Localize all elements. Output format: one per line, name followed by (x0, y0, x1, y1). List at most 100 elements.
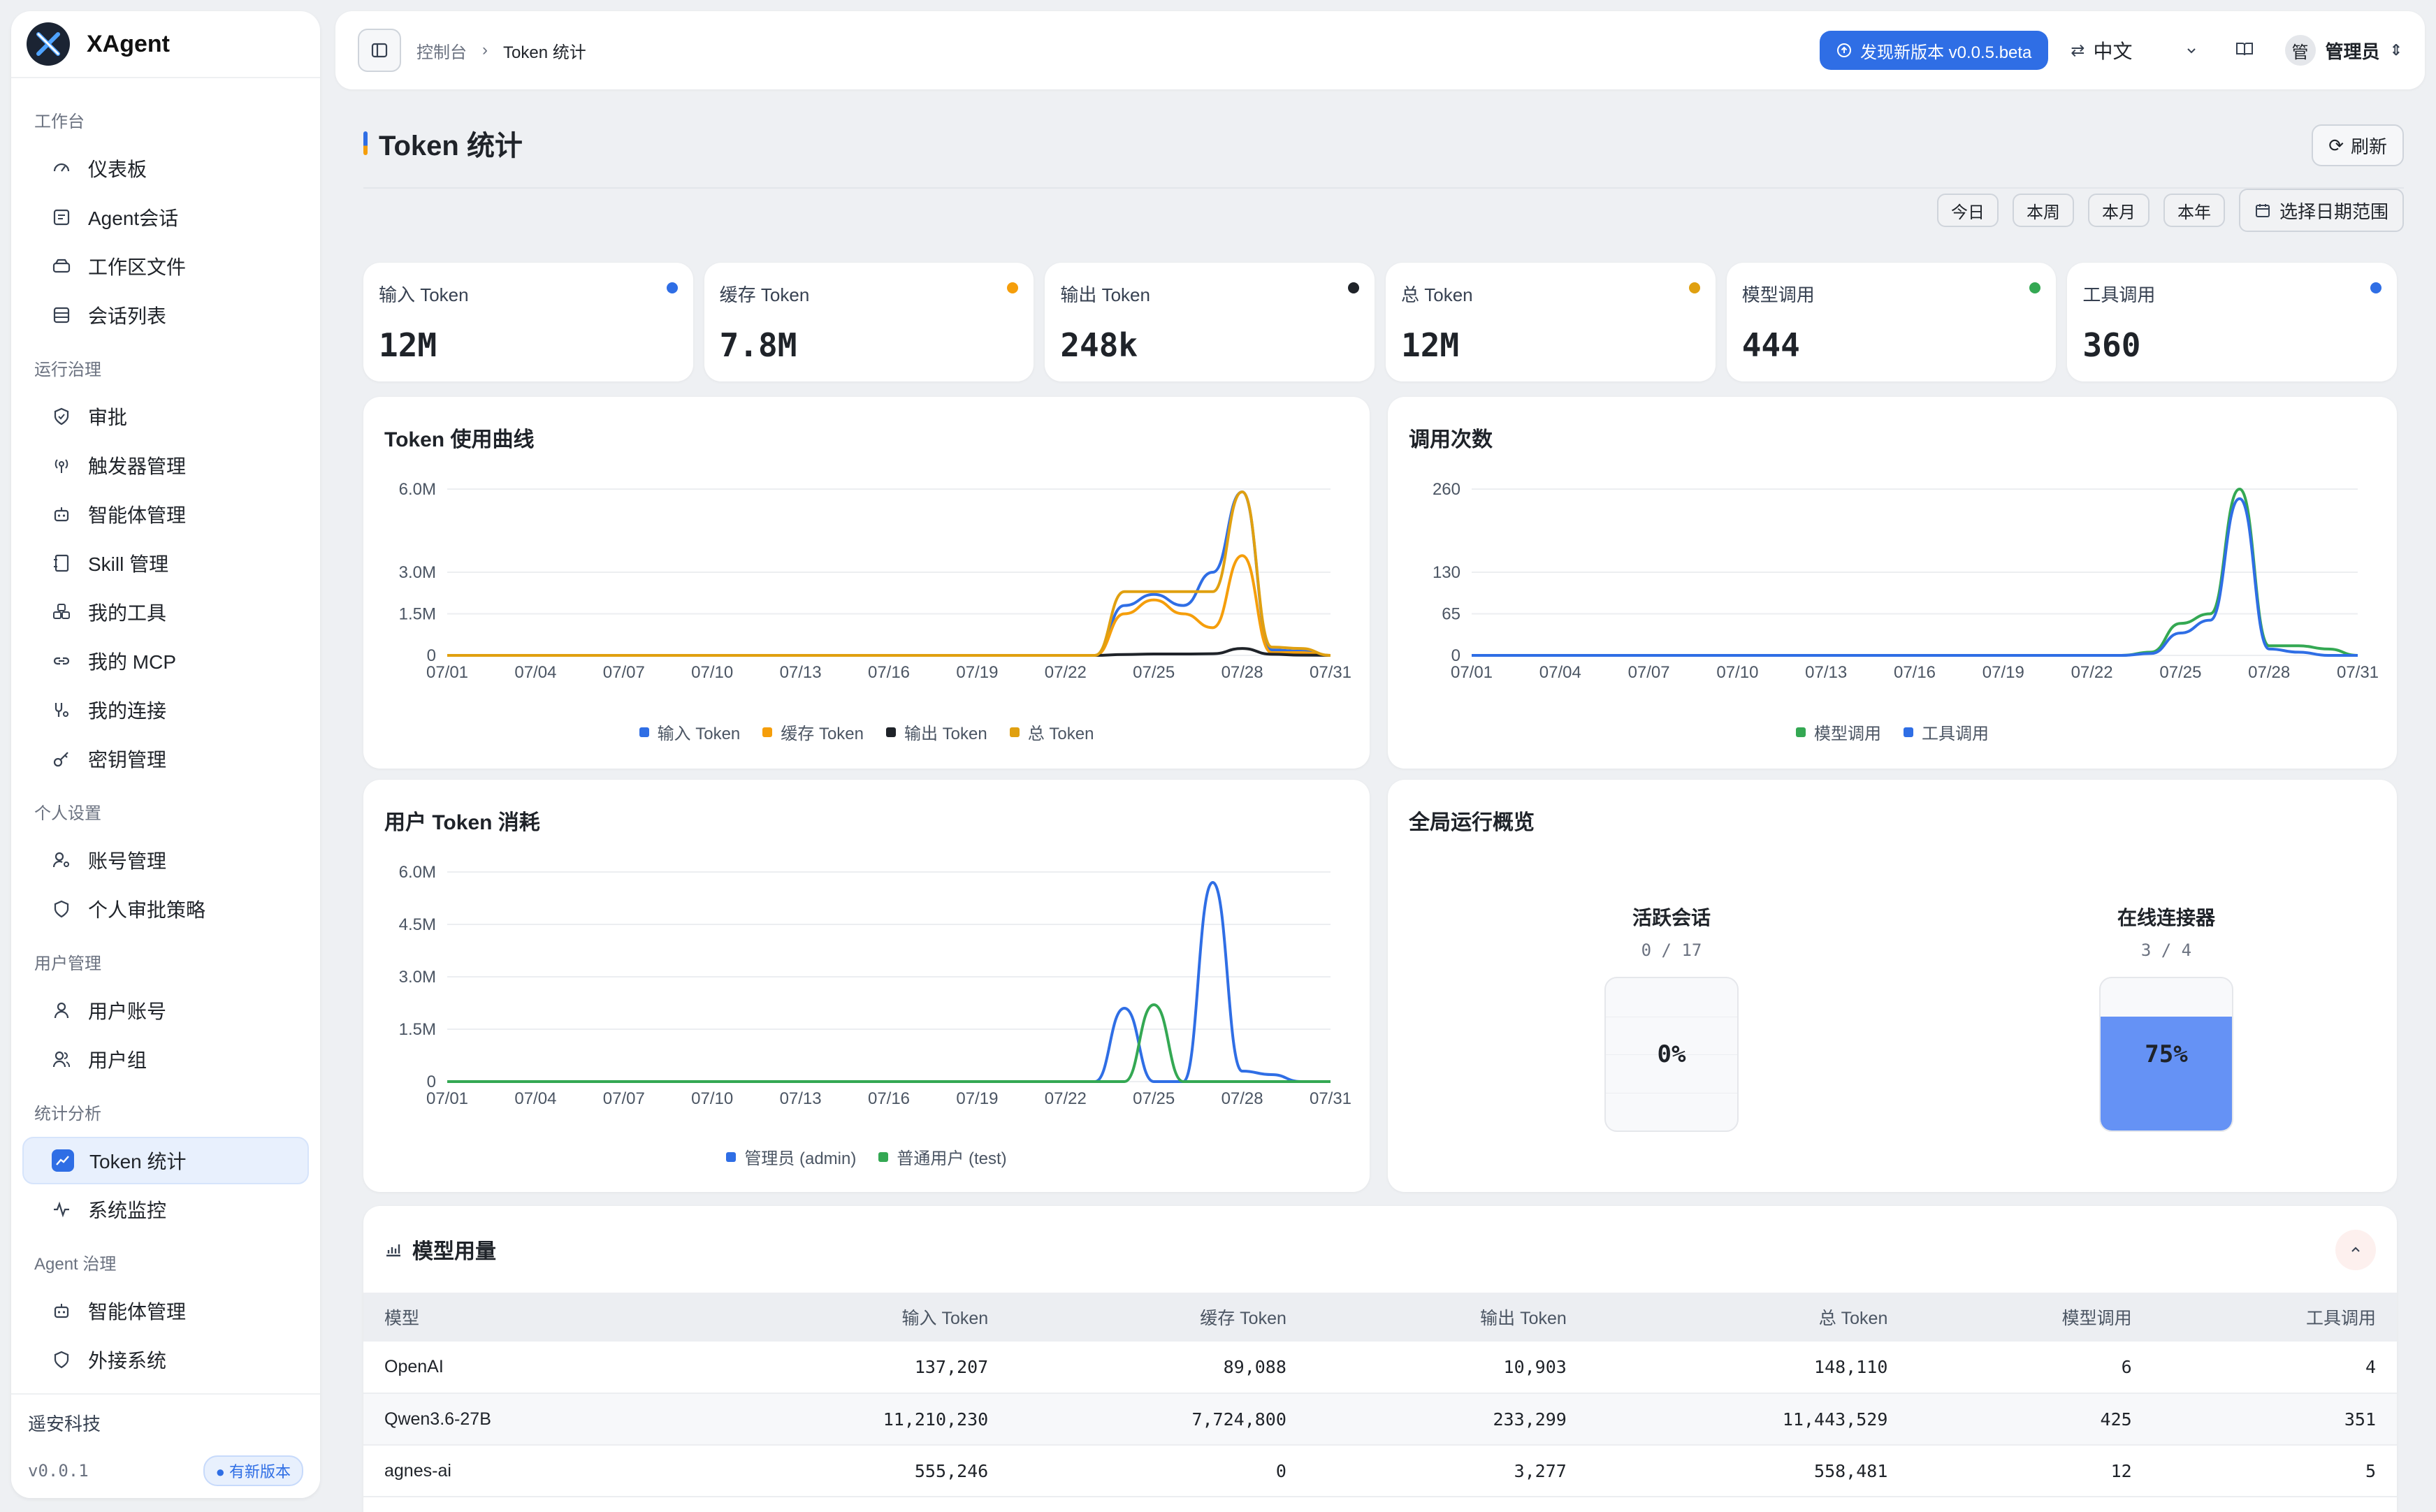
sidebar-item-label: 智能体管理 (88, 504, 187, 526)
table-header-cell[interactable]: 总 Token (1587, 1293, 1909, 1342)
legend-item[interactable]: 缓存 Token (762, 720, 864, 744)
sidebar-item[interactable]: 个人审批策略 (22, 885, 309, 933)
legend-label: 模型调用 (1814, 725, 1881, 743)
x-tick-label: 07/25 (1133, 1089, 1175, 1108)
sidebar-section-title: 统计分析 (34, 1105, 101, 1124)
sidebar-item[interactable]: 账号管理 (22, 836, 309, 884)
overview-title: 全局运行概览 (1409, 811, 1535, 834)
sidebar-item[interactable]: 审批 (22, 393, 309, 440)
online-connectors-pct: 75% (2145, 1040, 2188, 1068)
sidebar-item[interactable]: 用户组 (22, 1035, 309, 1083)
table-row[interactable]: agnes-ai 555,246 0 3,277 558,481 12 5 (363, 1445, 2397, 1497)
docs-button[interactable] (2235, 39, 2254, 62)
range-today-button[interactable]: 今日 (1936, 194, 1999, 227)
call-count-legend: 模型调用 工具调用 (1388, 720, 2397, 744)
online-connectors: 在线连接器 3 / 4 75% (2061, 903, 2271, 1132)
breadcrumb-console[interactable]: 控制台 (416, 43, 467, 62)
sidebar-item[interactable]: 我的工具 (22, 588, 309, 636)
table-cell: 11,210,230 (688, 1393, 1010, 1446)
x-tick-label: 07/16 (1894, 663, 1936, 682)
update-badge[interactable]: ● 有新版本 (203, 1455, 303, 1486)
legend-item[interactable]: 普通用户 (test) (878, 1144, 1007, 1169)
user-menu[interactable]: 管 管理员 ⇕ (2284, 35, 2402, 66)
list-icon (50, 304, 73, 326)
y-tick-label: 130 (1433, 563, 1460, 582)
sidebar-item-label: 密钥管理 (88, 749, 167, 771)
sidebar-item[interactable]: 我的连接 (22, 686, 309, 734)
x-tick-label: 07/19 (1982, 663, 2024, 682)
date-range-button[interactable]: 选择日期范围 (2238, 189, 2404, 232)
sidebar-item[interactable]: 密钥管理 (22, 735, 309, 783)
model-usage-table: 模型 输入 Token 缓存 Token 输出 Token 总 Token 模型调用 工具调… (363, 1293, 2397, 1497)
legend-item[interactable]: 输出 Token (886, 720, 987, 744)
new-version-button[interactable]: 发现新版本 v0.0.5.beta (1819, 31, 2049, 70)
users-icon (50, 1048, 73, 1070)
brand[interactable]: XAgent (11, 11, 320, 78)
legend-item[interactable]: 工具调用 (1904, 720, 1989, 744)
sidebar-item[interactable]: 我的 MCP (22, 637, 309, 685)
chevrons-up-down-icon: ⇕ (2389, 41, 2402, 59)
table-header-cell[interactable]: 输出 Token (1307, 1293, 1588, 1342)
sidebar-item[interactable]: Token 统计 (22, 1137, 309, 1184)
table-header-cell[interactable]: 输入 Token (688, 1293, 1010, 1342)
sidebar-toggle-button[interactable] (358, 29, 401, 72)
refresh-button[interactable]: ⟳ 刷新 (2312, 124, 2404, 166)
table-header-cell[interactable]: 缓存 Token (1009, 1293, 1307, 1342)
sidebar-item[interactable]: 仪表板 (22, 145, 309, 192)
user-icon (50, 999, 73, 1022)
x-tick-label: 07/31 (2337, 663, 2379, 682)
stat-dot (2029, 282, 2041, 293)
table-cell: 555,246 (688, 1445, 1010, 1497)
sidebar-item[interactable]: 外接系统 (22, 1336, 309, 1383)
language-select[interactable]: ⇄ 中文 (2071, 36, 2198, 64)
x-tick-label: 07/13 (780, 663, 822, 682)
collapse-button[interactable] (2335, 1230, 2376, 1270)
y-tick-label: 6.0M (399, 480, 436, 499)
sidebar-item[interactable]: 会话列表 (22, 291, 309, 339)
table-header-cell[interactable]: 模型 (363, 1293, 688, 1342)
y-tick-label: 1.5M (399, 605, 436, 624)
sidebar-item[interactable]: Agent会话 (22, 194, 309, 241)
sidebar-item[interactable]: Skill 管理 (22, 539, 309, 587)
legend-item[interactable]: 模型调用 (1796, 720, 1881, 744)
arrow-up-circle-icon (1836, 43, 1851, 57)
company-name: 遥安科技 (28, 1413, 101, 1434)
legend-swatch (1009, 727, 1020, 737)
active-sessions: 活跃会话 0 / 17 0% (1567, 903, 1776, 1132)
sidebar-item[interactable]: 智能体管理 (22, 1287, 309, 1335)
range-week-button[interactable]: 本周 (2012, 194, 2074, 227)
table-header-cell[interactable]: 模型调用 (1908, 1293, 2153, 1342)
user-token-title: 用户 Token 消耗 (384, 811, 540, 834)
boxes-icon (50, 601, 73, 623)
legend-item[interactable]: 输入 Token (639, 720, 740, 744)
table-row[interactable]: OpenAI 137,207 89,088 10,903 148,110 6 4 (363, 1342, 2397, 1394)
range-year-button[interactable]: 本年 (2163, 194, 2225, 227)
sidebar-item[interactable]: 工作区文件 (22, 242, 309, 290)
legend-item[interactable]: 管理员 (admin) (726, 1144, 856, 1169)
legend-label: 工具调用 (1922, 725, 1989, 743)
model-usage-panel: 模型用量 模型 输入 Token 缓存 Token 输出 Token 总 Token 模型… (363, 1206, 2397, 1512)
table-header-cell[interactable]: 工具调用 (2152, 1293, 2397, 1342)
legend-item[interactable]: 总 Token (1009, 720, 1094, 744)
table-row[interactable]: Qwen3.6-27B 11,210,230 7,724,800 233,299 11,… (363, 1393, 2397, 1446)
stat-value: 444 (1741, 326, 1800, 364)
radio-tower-icon (50, 454, 73, 477)
sidebar-item[interactable]: 用户账号 (22, 987, 309, 1034)
legend-swatch (886, 727, 896, 737)
sidebar-item[interactable]: 智能体管理 (22, 490, 309, 538)
sidebar-item[interactable]: 系统监控 (22, 1186, 309, 1233)
series-line (447, 490, 1331, 657)
sidebar-item-label: 我的连接 (88, 700, 167, 722)
range-month-button[interactable]: 本月 (2087, 194, 2149, 227)
sidebar-footer: 遥安科技 v0.0.1 ● 有新版本 (11, 1393, 320, 1498)
sidebar-item-label: 会话列表 (88, 305, 167, 327)
y-tick-label: 4.5M (399, 915, 436, 934)
user-token-legend: 管理员 (admin) 普通用户 (test) (363, 1144, 1370, 1169)
table-cell: 89,088 (1009, 1342, 1307, 1394)
gauge-icon (50, 157, 73, 180)
sidebar-item-label: 账号管理 (88, 850, 167, 872)
table-cell: 558,481 (1587, 1445, 1909, 1497)
sidebar-item[interactable]: 触发器管理 (22, 442, 309, 489)
user-cog-icon (50, 849, 73, 871)
y-tick-label: 1.5M (399, 1020, 436, 1039)
